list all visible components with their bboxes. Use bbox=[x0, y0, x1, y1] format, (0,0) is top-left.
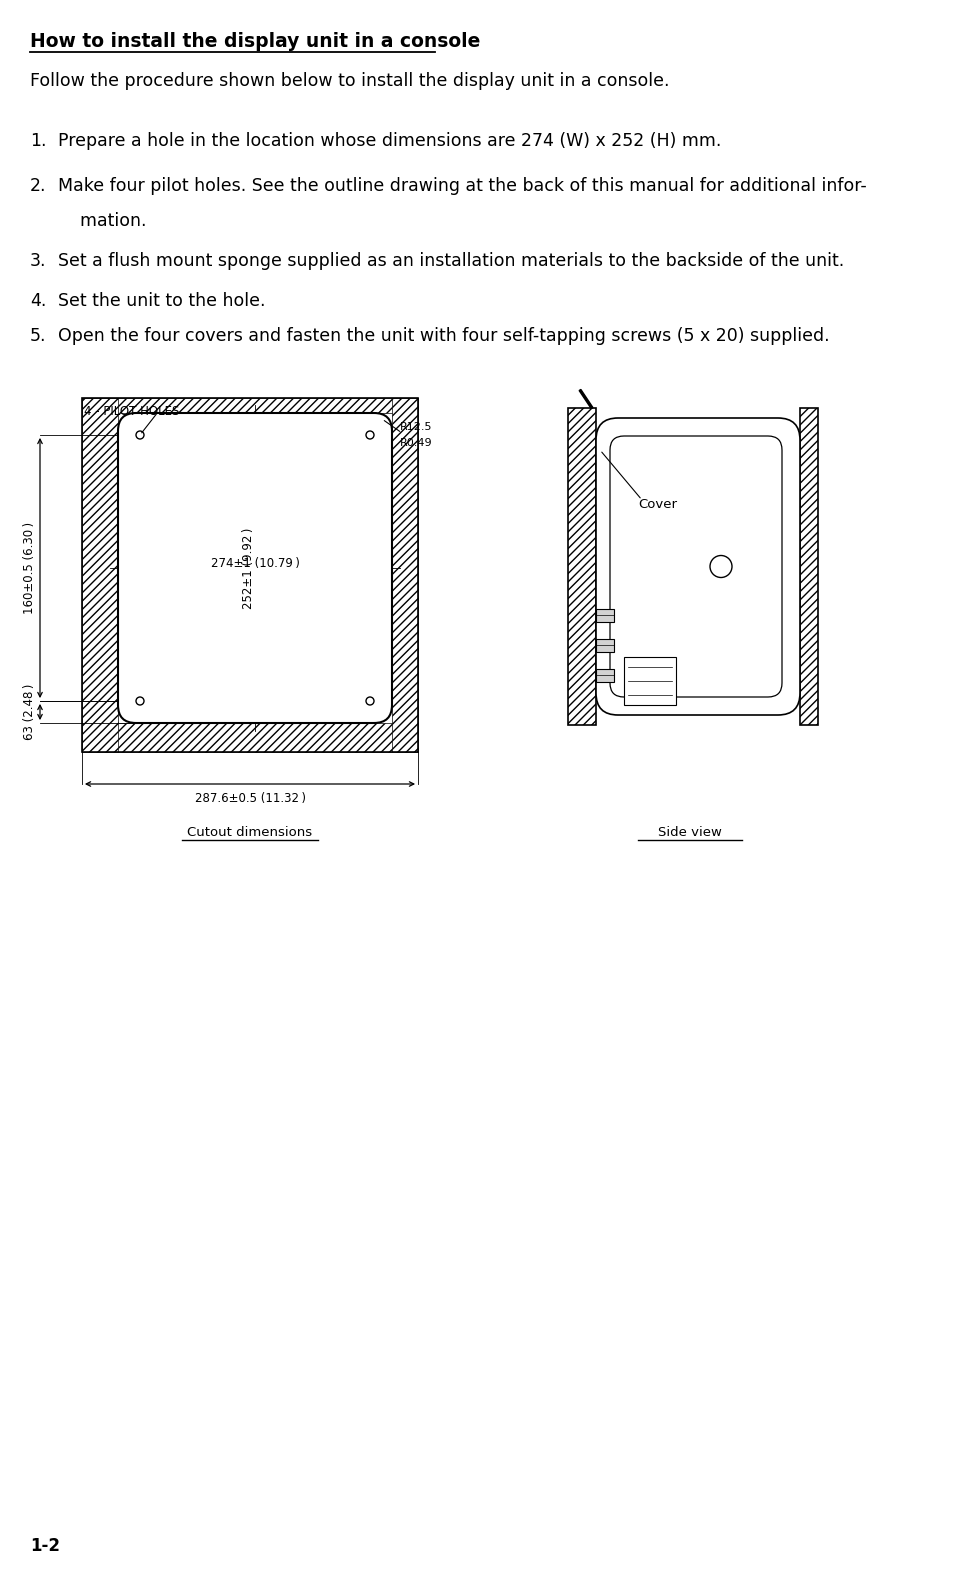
Text: mation.: mation. bbox=[58, 212, 146, 231]
Bar bbox=[568, 408, 596, 725]
Bar bbox=[596, 668, 614, 683]
Text: Set the unit to the hole.: Set the unit to the hole. bbox=[58, 292, 265, 310]
Bar bbox=[82, 398, 418, 752]
Text: 1-2: 1-2 bbox=[30, 1537, 60, 1555]
Text: 160±0.5 (6.30 ): 160±0.5 (6.30 ) bbox=[23, 521, 36, 615]
Bar bbox=[82, 398, 118, 752]
Text: 1.: 1. bbox=[30, 133, 47, 150]
Text: 4 - PILOT HOLES: 4 - PILOT HOLES bbox=[84, 404, 180, 419]
Bar bbox=[82, 398, 418, 412]
Bar bbox=[624, 657, 676, 705]
Text: R12.5: R12.5 bbox=[400, 422, 433, 431]
Text: Follow the procedure shown below to install the display unit in a console.: Follow the procedure shown below to inst… bbox=[30, 73, 669, 90]
Text: 2.: 2. bbox=[30, 177, 47, 194]
Text: 63 (2.48 ): 63 (2.48 ) bbox=[23, 684, 36, 739]
Text: 252±1 (9.92 ): 252±1 (9.92 ) bbox=[242, 528, 255, 608]
FancyBboxPatch shape bbox=[118, 412, 392, 724]
Bar bbox=[596, 608, 614, 623]
FancyArrow shape bbox=[579, 389, 593, 409]
Text: R0.49: R0.49 bbox=[400, 438, 433, 449]
Text: Prepare a hole in the location whose dimensions are 274 (W) x 252 (H) mm.: Prepare a hole in the location whose dim… bbox=[58, 133, 721, 150]
Bar bbox=[596, 638, 614, 653]
Text: 4.: 4. bbox=[30, 292, 47, 310]
Bar bbox=[82, 724, 418, 752]
Text: 274±1 (10.79 ): 274±1 (10.79 ) bbox=[210, 558, 300, 570]
Text: Open the four covers and fasten the unit with four self-tapping screws (5 x 20) : Open the four covers and fasten the unit… bbox=[58, 327, 830, 344]
Text: Cutout dimensions: Cutout dimensions bbox=[187, 826, 312, 839]
Text: 5.: 5. bbox=[30, 327, 47, 344]
Bar bbox=[800, 408, 818, 725]
FancyBboxPatch shape bbox=[610, 436, 782, 697]
Text: Set a flush mount sponge supplied as an installation materials to the backside o: Set a flush mount sponge supplied as an … bbox=[58, 251, 844, 270]
Text: Side view: Side view bbox=[658, 826, 722, 839]
FancyBboxPatch shape bbox=[596, 419, 800, 716]
Text: 3.: 3. bbox=[30, 251, 47, 270]
Text: 287.6±0.5 (11.32 ): 287.6±0.5 (11.32 ) bbox=[195, 792, 306, 804]
Text: Make four pilot holes. See the outline drawing at the back of this manual for ad: Make four pilot holes. See the outline d… bbox=[58, 177, 867, 194]
Text: Cover: Cover bbox=[638, 498, 677, 510]
Text: How to install the display unit in a console: How to install the display unit in a con… bbox=[30, 32, 480, 51]
Bar bbox=[392, 398, 418, 752]
